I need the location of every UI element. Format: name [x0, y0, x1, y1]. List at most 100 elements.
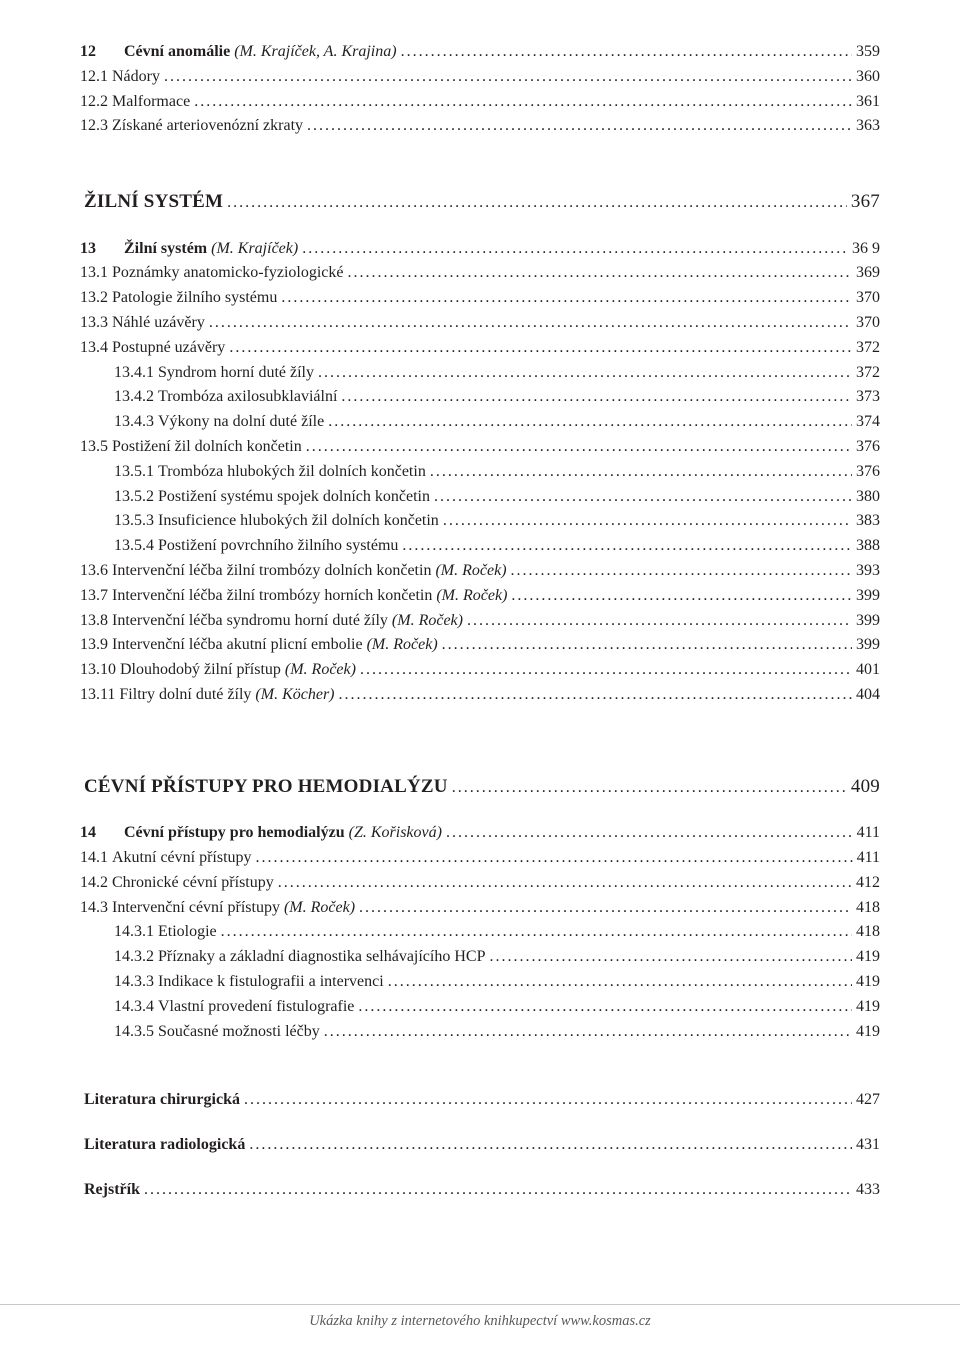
leader-dots	[347, 261, 852, 286]
leader-dots	[388, 970, 852, 995]
toc-title: Postupné uzávěry	[108, 336, 225, 361]
toc-title: Dlouhodobý žilní přístup (M. Roček)	[116, 658, 356, 683]
leader-dots	[511, 559, 852, 584]
toc-entry: 13.8 Intervenční léčba syndromu horní du…	[80, 609, 880, 634]
toc-number: 13.5	[80, 435, 108, 460]
leader-dots	[194, 90, 852, 115]
leader-dots	[229, 336, 852, 361]
page-number: 418	[856, 920, 880, 945]
toc-entry: 13.5.1 Trombóza hlubokých žil dolních ko…	[80, 460, 880, 485]
page-number: 427	[856, 1088, 880, 1113]
toc-entry: 14.2 Chronické cévní přístupy412	[80, 871, 880, 896]
toc-entry: 14Cévní přístupy pro hemodialýzu (Z. Koř…	[80, 821, 880, 846]
page-number: 359	[856, 40, 880, 65]
toc-entry: Literatura radiologická431	[80, 1133, 880, 1158]
toc-number: 12.2	[80, 90, 108, 115]
toc-number: 13.7	[80, 584, 108, 609]
page-number: 399	[856, 609, 880, 634]
section-heading: ŽILNÍ SYSTÉM 367	[80, 187, 880, 216]
toc-number: 13.10	[80, 658, 116, 683]
page-number: 418	[856, 896, 880, 921]
page-number: 370	[856, 311, 880, 336]
toc-number: 13.4.3	[114, 410, 154, 435]
leader-dots	[209, 311, 852, 336]
leader-dots	[249, 1133, 852, 1158]
toc-title: Intervenční léčba žilní trombózy dolních…	[108, 559, 507, 584]
leader-dots	[278, 871, 852, 896]
footer-note: Ukázka knihy z internetového knihkupectv…	[0, 1304, 960, 1330]
toc-title: Insuficience hlubokých žil dolních konče…	[154, 509, 439, 534]
page-number: 431	[856, 1133, 880, 1158]
leader-dots	[318, 361, 852, 386]
leader-dots	[302, 237, 848, 262]
toc-title: Postižení systému spojek dolních končeti…	[154, 485, 430, 510]
leader-dots	[360, 658, 852, 683]
leader-dots	[430, 460, 852, 485]
toc-number: 14.3.2	[114, 945, 154, 970]
toc-number: 14.1	[80, 846, 108, 871]
section-heading-title: ŽILNÍ SYSTÉM	[80, 187, 223, 216]
page-number: 372	[856, 361, 880, 386]
page-number: 374	[856, 410, 880, 435]
page-number: 399	[856, 584, 880, 609]
leader-dots	[452, 772, 847, 801]
page-number: 367	[851, 187, 880, 216]
toc-title: Vlastní provedení fistulografie	[154, 995, 354, 1020]
toc-author: (M. Krajíček)	[207, 240, 298, 257]
page-number: 411	[857, 821, 880, 846]
toc-title: Současné možnosti léčby	[154, 1020, 320, 1045]
toc-title: Cévní anomálie (M. Krajíček, A. Krajina)	[120, 40, 397, 65]
toc-entry: 13.5.3 Insuficience hlubokých žil dolníc…	[80, 509, 880, 534]
section-heading-title: CÉVNÍ PŘÍSTUPY PRO HEMODIALÝZU	[80, 772, 448, 801]
toc-number: 13.2	[80, 286, 108, 311]
toc-number: 13.9	[80, 633, 108, 658]
toc-number: 14.3.1	[114, 920, 154, 945]
toc-author: (M. Roček)	[432, 587, 507, 604]
leader-dots	[442, 633, 852, 658]
toc-number: 13.11	[80, 683, 115, 708]
toc-author: (M. Roček)	[280, 899, 355, 916]
page-number: 388	[856, 534, 880, 559]
toc-entry: 13.6 Intervenční léčba žilní trombózy do…	[80, 559, 880, 584]
toc-number: 13.5.3	[114, 509, 154, 534]
toc-entry: 12.2 Malformace361	[80, 90, 880, 115]
leader-dots	[307, 114, 852, 139]
toc-title: Postižení žil dolních končetin	[108, 435, 302, 460]
page-number: 360	[856, 65, 880, 90]
page-number: 361	[856, 90, 880, 115]
toc-entry: 14.1 Akutní cévní přístupy411	[80, 846, 880, 871]
toc-author: (M. Roček)	[388, 612, 463, 629]
leader-dots	[511, 584, 852, 609]
toc-entry: 14.3.4 Vlastní provedení fistulografie41…	[80, 995, 880, 1020]
toc-title: Nádory	[108, 65, 160, 90]
toc-number: 13.5.2	[114, 485, 154, 510]
toc-entry: 13.4.1 Syndrom horní duté žíly372	[80, 361, 880, 386]
toc-author: (M. Roček)	[363, 636, 438, 653]
page-number: 419	[856, 995, 880, 1020]
toc-title: Indikace k fistulografii a intervenci	[154, 970, 384, 995]
toc-entry: 12Cévní anomálie (M. Krajíček, A. Krajin…	[80, 40, 880, 65]
toc-author: (M. Roček)	[431, 562, 506, 579]
toc-number: 13.8	[80, 609, 108, 634]
toc-title: Cévní přístupy pro hemodialýzu (Z. Kořis…	[120, 821, 442, 846]
toc-title: Získané arteriovenózní zkraty	[108, 114, 303, 139]
toc-author: (M. Köcher)	[251, 686, 334, 703]
toc-entry: 14.3.3 Indikace k fistulografii a interv…	[80, 970, 880, 995]
page-number: 383	[856, 509, 880, 534]
toc-number: 12.3	[80, 114, 108, 139]
page-number: 369	[856, 261, 880, 286]
toc-title: Rejstřík	[80, 1178, 140, 1203]
leader-dots	[359, 896, 852, 921]
page-number: 370	[856, 286, 880, 311]
toc-number: 13	[80, 237, 120, 262]
toc-title: Postižení povrchního žilního systému	[154, 534, 398, 559]
page-number: 411	[857, 846, 880, 871]
leader-dots	[358, 995, 852, 1020]
toc-entry: 13.4 Postupné uzávěry372	[80, 336, 880, 361]
page-number: 399	[856, 633, 880, 658]
toc-number: 14	[80, 821, 120, 846]
toc-title: Syndrom horní duté žíly	[154, 361, 314, 386]
page-number: 409	[851, 772, 880, 801]
toc-number: 12	[80, 40, 120, 65]
toc-entry: 13.7 Intervenční léčba žilní trombózy ho…	[80, 584, 880, 609]
